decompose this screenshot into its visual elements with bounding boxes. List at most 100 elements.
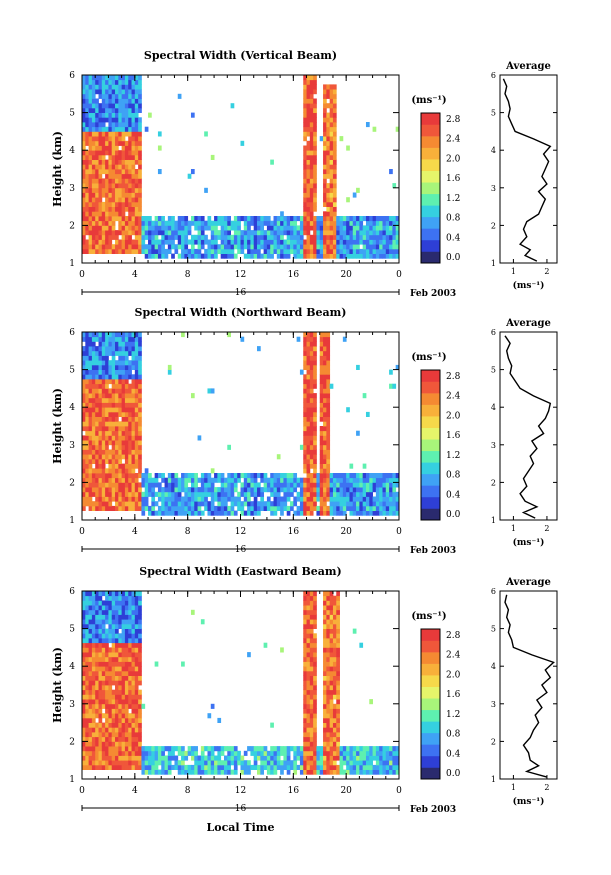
heatmap-cell [118,84,123,90]
heatmap-cell [326,746,331,752]
heatmap-cell [329,122,334,128]
heatmap-cell [303,647,307,653]
heatmap-cell [372,477,377,483]
heatmap-cell [290,487,294,493]
heatmap-cell [207,750,212,756]
heatmap-cell [118,736,123,742]
heatmap-cell [326,93,331,99]
heatmap-cell [115,112,119,118]
heatmap-cell [167,239,172,245]
average-y-tick-label: 1 [491,516,496,525]
heatmap-cell [214,244,218,250]
heatmap-cell [118,708,123,714]
heatmap-cell [174,510,179,516]
heatmap-cell [121,699,126,705]
heatmap-cell [108,234,113,240]
heatmap-cell [309,750,314,756]
colorbar-segment [421,744,440,757]
x-tick-label: 20 [340,527,352,537]
heatmap-cell [124,736,129,742]
heatmap-cell [91,234,96,240]
heatmap-cell [223,482,228,488]
heatmap-cell [313,126,317,132]
heatmap-cell [326,332,331,338]
heatmap-cell [171,225,175,231]
heatmap-cell [336,694,340,700]
heatmap-cell [270,722,274,728]
heatmap-cell [134,350,139,356]
heatmap-cell [115,192,119,198]
heatmap-cell [276,220,281,226]
heatmap-cell [303,741,307,747]
heatmap-cell [359,477,364,483]
heatmap-cell [85,689,90,695]
heatmap-cell [181,510,185,516]
heatmap-cell [141,746,146,752]
heatmap-cell [111,107,116,113]
heatmap-cell [332,84,337,90]
heatmap-cell [303,491,307,497]
heatmap-cell [217,764,222,770]
heatmap-cell [85,75,90,81]
heatmap-cell [82,84,86,90]
heatmap-cell [332,510,337,516]
heatmap-cell [369,248,373,254]
heatmap-cell [329,614,334,620]
heatmap-cell [167,225,172,231]
heatmap-cell [332,736,337,742]
heatmap-cell [131,84,136,90]
heatmap-cell [194,216,198,222]
heatmap-cell [131,454,136,460]
heatmap-cell [362,496,367,502]
heatmap-cell [339,230,344,236]
heatmap-cell [382,216,387,222]
heatmap-cell [124,689,129,695]
heatmap-cell [306,159,311,165]
heatmap-cell [144,477,149,483]
heatmap-cell [131,360,136,366]
heatmap-cell [214,769,218,775]
heatmap-cell [250,764,255,770]
heatmap-cell [323,140,327,146]
heatmap-cell [115,79,119,85]
heatmap-cell [157,482,162,488]
heatmap-cell [98,136,103,142]
heatmap-cell [128,591,132,597]
heatmap-cell [124,468,129,474]
heatmap-cell [243,220,248,226]
heatmap-cell [115,341,119,347]
heatmap-cell [313,764,317,770]
heatmap-cell [88,727,93,733]
heatmap-cell [108,609,113,615]
heatmap-cell [111,383,116,389]
heatmap-cell [356,230,360,236]
heatmap-cell [131,717,136,723]
heatmap-cell [313,416,317,422]
heatmap-cell [138,93,142,99]
heatmap-cell [306,369,311,375]
heatmap-cell [323,336,327,342]
heatmap-cell [276,216,281,222]
heatmap-cell [95,136,99,142]
heatmap-cell [326,411,331,417]
heatmap-cell [91,178,96,184]
heatmap-cell [326,769,331,775]
y-tick-label: 5 [69,109,75,119]
heatmap-cell [187,505,192,511]
heatmap-cell [167,230,172,236]
heatmap-cell [200,746,205,752]
heatmap-cell [356,220,360,226]
heatmap-cell [88,591,93,597]
heatmap-cell [303,496,307,502]
colorbar-frame [420,112,441,264]
heatmap-cell [190,216,195,222]
heatmap-cell [342,220,347,226]
heatmap-cell [336,253,340,259]
heatmap-cell [237,505,241,511]
heatmap-cell [313,411,317,417]
heatmap-cell [101,623,106,629]
heatmap-cell [121,430,126,436]
heatmap-cell [95,239,99,245]
heatmap-cell [98,234,103,240]
heatmap-cell [303,364,307,370]
